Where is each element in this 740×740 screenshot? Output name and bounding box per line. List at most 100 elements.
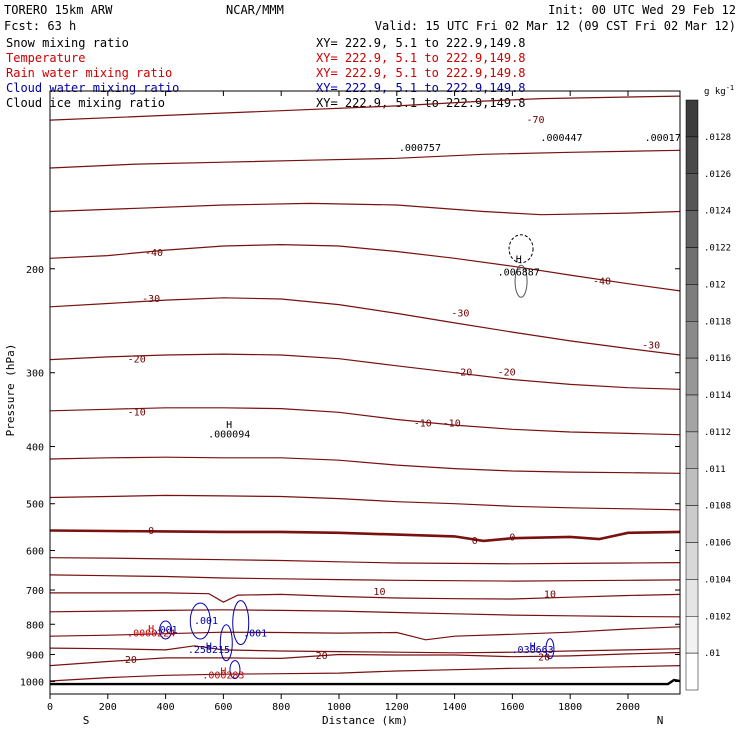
org-title: NCAR/MMM <box>226 3 284 17</box>
moisture-contours <box>159 234 555 680</box>
isotherm-label: -30 <box>142 294 160 305</box>
isotherm-label: -40 <box>593 276 611 287</box>
legend-label: Rain water mixing ratio <box>6 66 172 80</box>
maximum-label: .000283 <box>202 670 244 681</box>
colorbar-label: .0102 <box>704 612 731 622</box>
y-tick-label: 300 <box>26 369 44 380</box>
colorbar-swatch <box>685 284 699 322</box>
x-tick-label: 400 <box>157 702 175 713</box>
isotherm-label: -40 <box>145 248 163 259</box>
y-axis-label: Pressure (hPa) <box>4 344 17 437</box>
isotherm <box>50 557 680 565</box>
colorbar-label: .0124 <box>704 207 731 217</box>
colorbar-label: .0108 <box>704 502 731 512</box>
isotherm-label: 10 <box>544 589 556 600</box>
field-legend: Snow mixing ratio XY= 222.9, 5.1 to 222.9… <box>6 36 526 110</box>
colorbar-label: .012 <box>704 280 726 290</box>
x-axis: 0 200 400 600 800 1000 1200 1400 1600 1800 2000 <box>47 91 640 713</box>
x-tick-label: 0 <box>47 702 53 713</box>
moisture-contour <box>514 264 528 298</box>
isotherm <box>50 651 680 667</box>
y-tick-label: 600 <box>26 546 44 557</box>
isotherm-label: -30 <box>642 341 660 352</box>
y-tick-label: 1000 <box>20 677 44 688</box>
legend-xy: XY= 222.9, 5.1 to 222.9,149.8 <box>316 81 526 95</box>
isotherm-label: 20 <box>125 655 137 666</box>
colorbar-swatch <box>685 616 699 654</box>
maximum-label: .000447 <box>540 133 582 144</box>
isotherm-label: -10 <box>128 407 146 418</box>
maximum-label: .000094 <box>208 430 250 441</box>
moisture-contour <box>545 638 555 660</box>
x-tick-label: 600 <box>214 702 232 713</box>
maximum-label: H <box>220 667 226 678</box>
colorbar-label: .0118 <box>704 317 731 327</box>
colorbar-label: .0122 <box>704 244 731 254</box>
legend-label: Snow mixing ratio <box>6 36 129 50</box>
legend-xy: XY= 222.9, 5.1 to 222.9,149.8 <box>316 36 526 50</box>
isotherm <box>50 407 680 436</box>
maximum-label: .001 <box>243 629 267 640</box>
isotherm <box>50 95 680 121</box>
contour-labels: -70 -40 -40 -30 -30 -30 -20 -20 -20 -10 -10 -10 0 0 0 1… <box>125 115 660 666</box>
isotherm-label: -30 <box>451 308 469 319</box>
colorbar-swatch <box>685 468 699 506</box>
legend-xy: XY= 222.9, 5.1 to 222.9,149.8 <box>316 51 526 65</box>
x-tick-label: 1600 <box>500 702 524 713</box>
init-time: Init: 00 UTC Wed 29 Feb 12 <box>548 3 736 17</box>
model-title: TORERO 15km ARW <box>4 3 113 17</box>
x-tick-label: 200 <box>99 702 117 713</box>
moisture-contour <box>232 600 250 646</box>
maximum-label: H <box>530 641 536 652</box>
x-tick-label: 2000 <box>616 702 640 713</box>
colorbar-label: .0112 <box>704 428 731 438</box>
colorbar-swatch <box>685 431 699 469</box>
colorbar-swatch <box>685 136 699 174</box>
isotherm <box>50 609 680 618</box>
colorbar-swatch <box>685 652 699 691</box>
y-tick-label: 400 <box>26 443 44 454</box>
y-tick-label: 900 <box>26 650 44 661</box>
colorbar-swatch <box>685 505 699 543</box>
maximum-label: H <box>206 641 212 652</box>
isotherm-label: -20 <box>128 355 146 366</box>
moisture-contour <box>159 620 173 640</box>
colorbar-label: .011 <box>704 465 726 475</box>
legend-label: Temperature <box>6 51 85 65</box>
colorbar-swatch <box>685 579 699 617</box>
y-tick-label: 500 <box>26 500 44 511</box>
maximum-label: H <box>148 624 154 635</box>
colorbar-swatch <box>685 99 699 138</box>
isotherm <box>50 592 680 603</box>
x-tick-label: 800 <box>272 702 290 713</box>
legend-label: Cloud ice mixing ratio <box>6 96 165 110</box>
y-tick-label: 800 <box>26 620 44 631</box>
isotherm-label: 20 <box>538 652 550 663</box>
isotherm-label: 0 <box>509 532 515 543</box>
isotherm-label: -20 <box>454 368 472 379</box>
colorbar-label: .0104 <box>704 575 731 585</box>
colorbar-swatch <box>685 357 699 396</box>
moisture-contour <box>508 234 534 264</box>
north-label: N <box>657 714 664 727</box>
isotherm-label: -10 <box>414 419 432 430</box>
isotherm-label: -70 <box>526 115 544 126</box>
isotherm-label: 0 <box>148 526 154 537</box>
isotherm <box>50 626 680 641</box>
moisture-contour <box>229 660 241 680</box>
isotherm <box>50 202 680 216</box>
colorbar-swatch <box>685 247 699 285</box>
maximum-label: .006887 <box>498 268 540 279</box>
colorbar-label: .0128 <box>704 133 731 143</box>
isotherm <box>50 645 680 654</box>
maximum-label: H <box>516 255 522 266</box>
valid-time: Valid: 15 UTC Fri 02 Mar 12 (09 CST Fri … <box>375 19 736 33</box>
colorbar-label: .01 <box>704 649 720 659</box>
x-axis-label: Distance (km) <box>322 714 408 727</box>
isotherm <box>50 574 680 582</box>
temperature-contours <box>50 95 680 686</box>
maximum-label: H <box>226 420 232 431</box>
isotherm <box>50 243 680 292</box>
